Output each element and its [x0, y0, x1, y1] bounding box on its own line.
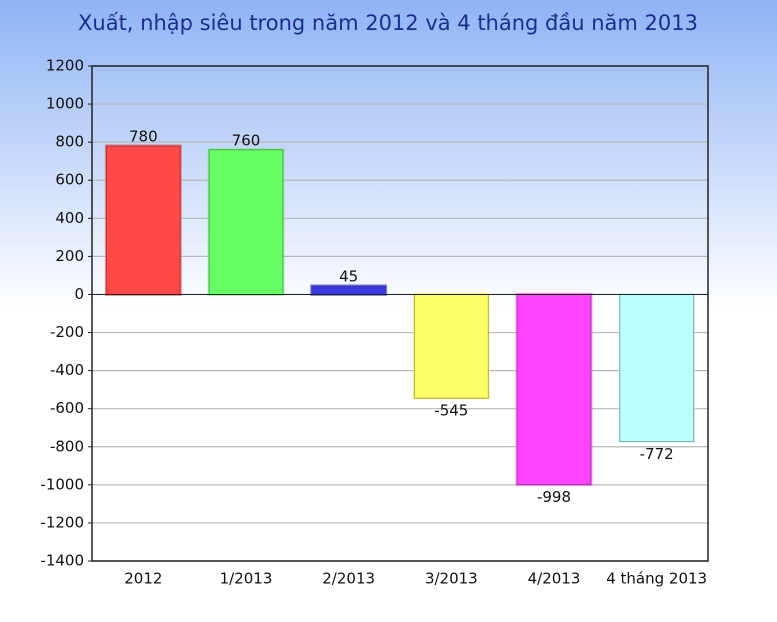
- value-label: 780: [129, 127, 158, 145]
- y-tick-label: -1000: [40, 475, 84, 493]
- x-tick-label: 3/2013: [425, 570, 478, 588]
- x-tick-label: 4 tháng 2013: [606, 570, 707, 588]
- value-label: 45: [339, 267, 358, 285]
- y-tick-label: 0: [74, 285, 84, 303]
- y-tick-label: -1400: [40, 552, 84, 570]
- y-tick-label: -200: [50, 323, 84, 341]
- bar: [207, 148, 285, 296]
- y-tick-label: 600: [55, 171, 84, 189]
- bar: [618, 292, 696, 443]
- x-tick-label: 4/2013: [528, 570, 581, 588]
- bar: [310, 284, 388, 296]
- chart-title: Xuất, nhập siêu trong năm 2012 và 4 thán…: [78, 11, 698, 35]
- plot-frame: [91, 65, 709, 562]
- x-tick-label: 2012: [124, 570, 162, 588]
- bar: [104, 144, 182, 296]
- y-tick-label: 1000: [46, 95, 84, 113]
- y-tick-label: -800: [50, 437, 84, 455]
- y-tick-label: 1200: [46, 57, 84, 75]
- value-label: -772: [640, 445, 674, 463]
- y-tick-label: -1200: [40, 513, 84, 531]
- bar: [412, 292, 490, 400]
- y-tick-label: 800: [55, 133, 84, 151]
- x-tick-label: 1/2013: [220, 570, 273, 588]
- y-tick-label: -400: [50, 361, 84, 379]
- bar: [515, 292, 593, 486]
- y-tick-label: -600: [50, 399, 84, 417]
- y-tick-label: 400: [55, 209, 84, 227]
- value-label: -545: [434, 402, 468, 420]
- x-tick-label: 2/2013: [322, 570, 375, 588]
- y-tick-label: 200: [55, 247, 84, 265]
- value-label: 760: [232, 131, 261, 149]
- value-label: -998: [537, 488, 571, 506]
